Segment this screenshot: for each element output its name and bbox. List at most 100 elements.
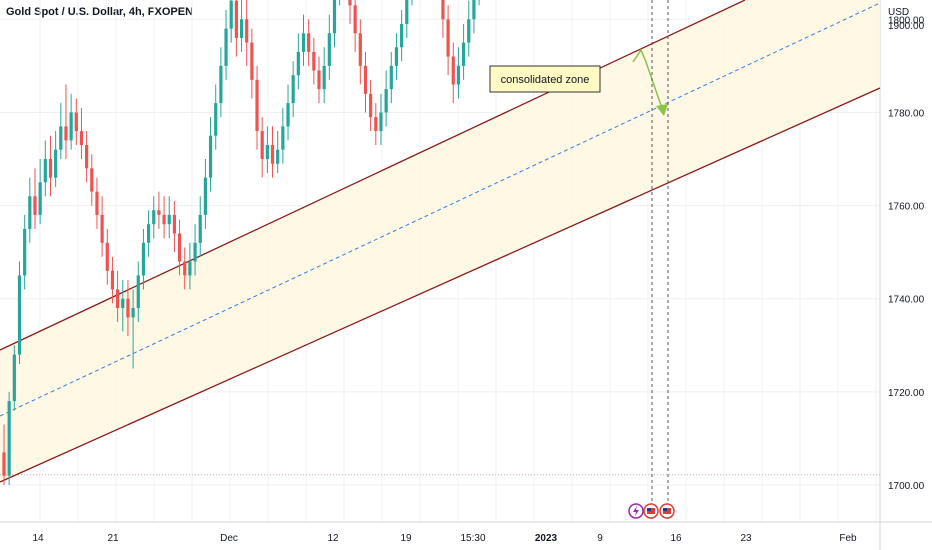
candle — [28, 177, 32, 243]
candle — [219, 47, 223, 118]
candle-body — [152, 210, 156, 225]
candle — [467, 0, 471, 57]
candle — [74, 98, 78, 146]
time-tick: 2023 — [535, 533, 558, 544]
candle-body — [369, 93, 373, 118]
candle-body — [131, 308, 135, 318]
price-tick: 1720.00 — [888, 388, 925, 399]
candle — [48, 135, 53, 197]
time-axis[interactable]: 14 21 Dec 12 19 15:30 2023 9 16 23 Feb — [32, 533, 857, 544]
channel-midline — [0, 2, 881, 417]
candle-body — [229, 0, 233, 29]
candle — [110, 256, 115, 304]
channel-fill — [0, 0, 880, 482]
candle-body — [54, 149, 58, 178]
candle — [394, 33, 399, 80]
candle-body — [177, 233, 182, 262]
candle — [353, 0, 357, 52]
zone-label: consolidated zone — [501, 74, 590, 86]
candle-body — [265, 145, 269, 160]
candle — [265, 126, 269, 173]
chart-title: Gold Spot / U.S. Dollar, 4h, FXOPEN — [6, 6, 194, 18]
candle — [141, 228, 146, 290]
candle-body — [224, 28, 228, 66]
candle — [7, 391, 11, 485]
price-tick: 1740.00 — [888, 295, 925, 306]
time-tick: 12 — [327, 533, 339, 544]
candle — [239, 0, 244, 52]
candle — [172, 200, 177, 253]
candle-body — [214, 103, 218, 136]
candle — [105, 228, 109, 285]
candle-body — [291, 75, 295, 104]
candle — [167, 196, 171, 239]
candle-body — [110, 270, 115, 290]
candle-body — [327, 33, 331, 66]
candle-body — [461, 42, 466, 66]
candle-body — [136, 275, 140, 309]
candle-body — [379, 112, 383, 132]
candle-body — [312, 51, 316, 71]
candle — [183, 247, 187, 290]
candle — [79, 107, 84, 160]
candle-body — [451, 56, 455, 85]
candle — [411, 0, 413, 6]
channel-lower-line — [0, 87, 881, 483]
price-tick: 1700.00 — [888, 481, 925, 492]
candle-body — [358, 33, 362, 66]
candle — [203, 159, 207, 229]
candle-body — [317, 70, 321, 90]
candle-body — [95, 191, 99, 215]
candle-body — [69, 112, 73, 141]
candle — [146, 210, 151, 257]
candle-body — [234, 0, 238, 38]
candle-body — [23, 228, 27, 276]
candle — [214, 84, 218, 150]
channel-upper-line — [0, 0, 746, 351]
price-axis-unit: USD — [888, 7, 909, 18]
candle — [245, 0, 249, 66]
forecast-path — [632, 48, 665, 115]
candle-body — [307, 33, 311, 52]
candle-body — [33, 196, 37, 215]
candle-body — [446, 19, 450, 57]
candle-body — [146, 224, 151, 243]
candle — [250, 28, 254, 99]
candle-body — [203, 177, 207, 215]
candle-body — [2, 452, 6, 476]
candle — [229, 0, 233, 43]
price-axis[interactable]: USD 1900.00 1700.00 1720.00 1740.00 1760.00 17… — [837, 0, 928, 492]
candle — [307, 19, 311, 66]
candle — [59, 103, 63, 160]
candle — [478, 0, 480, 6]
candle-body — [74, 112, 78, 132]
candle — [327, 14, 331, 80]
price-tick: 1760.00 — [888, 202, 925, 213]
candle-body — [90, 168, 94, 192]
candle — [188, 242, 192, 290]
candle-body — [141, 242, 146, 276]
candle-body — [59, 126, 63, 150]
event-icons[interactable] — [628, 503, 675, 519]
flag-canton — [647, 508, 651, 511]
candle-body — [296, 51, 300, 76]
candle — [339, 0, 341, 6]
candle — [312, 37, 316, 85]
candle — [363, 51, 368, 113]
candle-body — [384, 89, 388, 113]
candle — [405, 0, 409, 38]
candle — [116, 270, 120, 323]
candle-body — [276, 149, 280, 164]
candle-body — [472, 0, 476, 20]
candle — [121, 280, 125, 332]
candle-body — [374, 117, 378, 132]
candle-body — [172, 214, 177, 234]
candle-body — [467, 19, 471, 43]
time-tick: Dec — [220, 533, 238, 544]
candle — [456, 47, 461, 99]
candle-body — [260, 131, 264, 160]
candle-body — [332, 0, 337, 34]
time-tick: Feb — [839, 533, 857, 544]
candle — [43, 140, 47, 197]
